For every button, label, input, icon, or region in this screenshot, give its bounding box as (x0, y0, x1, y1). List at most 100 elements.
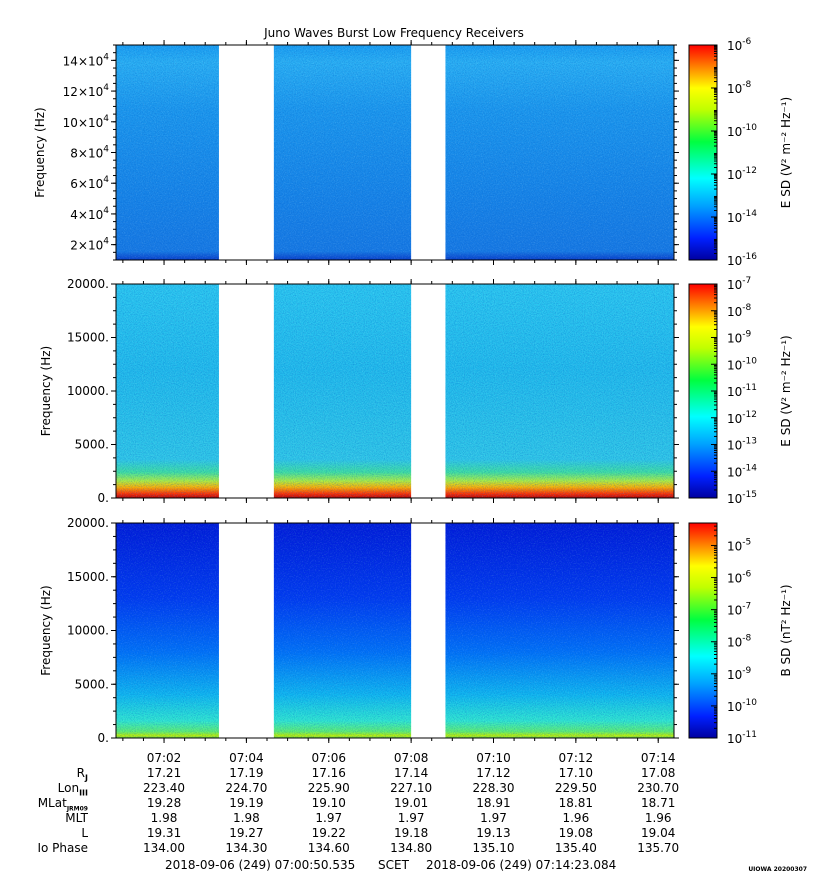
ephemeris-row: MLT 1.98 1.98 1.97 1.97 1.97 1.96 1.96 (0, 811, 815, 826)
y-tick-label: 15000. (67, 570, 109, 584)
spectrogram-texture-light (116, 523, 674, 738)
colorbar-tick-label: 10-13 (727, 437, 757, 453)
ephemeris-label-subscript: III (79, 788, 88, 798)
colorbar-tick-label: 10-9 (727, 330, 752, 346)
x-tick-label: 07:02 (147, 751, 182, 765)
ephemeris-value: 19.22 (311, 826, 346, 840)
ephemeris-row: L 19.31 19.27 19.22 19.18 19.13 19.08 19.04 (0, 826, 815, 841)
ephemeris-value: 19.28 (146, 796, 182, 810)
data-gap (218, 284, 274, 498)
ephemeris-label-subscript: J (85, 773, 88, 783)
colorbar-tick-label: 10-11 (727, 730, 757, 746)
chart-title: Juno Waves Burst Low Frequency Receivers (263, 26, 524, 40)
data-gap (218, 45, 274, 260)
ephemeris-row: LonIII 223.40 224.70 225.90 227.10 228.30 229.… (0, 781, 815, 798)
ephemeris-label-subscript: JRM09 (66, 805, 88, 813)
ephemeris-value: 17.10 (558, 766, 594, 780)
ephemeris-value: 17.21 (146, 766, 182, 780)
colorbar-tick-label: 10-8 (727, 80, 752, 96)
ephemeris-value: 17.08 (641, 766, 676, 780)
y-tick-label: 10×104 (63, 114, 110, 130)
spectrogram-e-high: 2×104 4×104 6×104 8×104 10×104 12×104 14×104 Fr… (33, 37, 793, 268)
colorbar-tick-label: 10-7 (727, 276, 751, 292)
ephemeris-value: 135.40 (554, 841, 597, 855)
data-gap (411, 523, 446, 738)
ephemeris-value: 19.31 (146, 826, 182, 840)
ephemeris-value: 19.04 (641, 826, 676, 840)
ephemeris-value: 1.98 (150, 811, 178, 825)
y-axis-label: Frequency (Hz) (39, 346, 53, 437)
ephemeris-value: 230.70 (637, 781, 680, 795)
ephemeris-value: 1.97 (315, 811, 343, 825)
colorbar-tick-label: 10-11 (727, 383, 757, 399)
colorbar-tick-label: 10-16 (727, 252, 757, 268)
ephemeris-row: MLatJRM09 19.28 19.19 19.10 19.01 18.91 18.81 1… (0, 796, 815, 812)
colorbar-tick-label: 10-10 (727, 356, 757, 372)
colorbar-label: E SD (V² m⁻² Hz⁻¹) (779, 335, 793, 446)
ephemeris-label: RJ (76, 766, 88, 783)
colorbar-tick-label: 10-8 (727, 303, 752, 319)
ephemeris-value: 224.70 (225, 781, 268, 795)
ephemeris-label: MLT (65, 811, 88, 825)
x-tick-label: 07:10 (476, 751, 511, 765)
spectrogram-b-low: 0. 5000. 10000. 15000. 20000. Frequency (Hz) 1… (39, 516, 793, 746)
x-tick-label: 07:12 (559, 751, 594, 765)
ephemeris-value: 17.14 (393, 766, 429, 780)
spectrogram-e-low: 0. 5000. 10000. 15000. 20000. Frequency (Hz) 1… (39, 276, 793, 506)
ephemeris-value: 19.10 (311, 796, 346, 810)
colorbar-tick-label: 10-12 (727, 166, 757, 182)
colorbar-tick-label: 10-9 (727, 666, 752, 682)
ephemeris-value: 134.00 (143, 841, 186, 855)
y-axis-label: Frequency (Hz) (33, 107, 47, 198)
ephemeris-value: 19.19 (229, 796, 264, 810)
time-axis: 07:02 07:04 07:06 07:08 07:10 07:12 07:14 (147, 751, 676, 765)
footer-scet-label: SCET (378, 858, 409, 872)
ephemeris-value: 225.90 (307, 781, 350, 795)
x-tick-label: 07:04 (229, 751, 264, 765)
y-tick-label: 14×104 (63, 52, 110, 68)
colorbar-tick-label: 10-10 (727, 123, 757, 139)
x-tick-label: 07:08 (394, 751, 429, 765)
processing-stamp: UIOWA 20200307 (748, 866, 807, 873)
y-tick-label: 15000. (67, 331, 109, 345)
y-tick-label: 0. (98, 491, 109, 505)
ephemeris-value: 223.40 (143, 781, 186, 795)
colorbar-tick-label: 10-10 (727, 698, 757, 714)
colorbar-label: B SD (nT² Hz⁻¹) (779, 584, 793, 676)
y-tick-label: 10000. (67, 624, 109, 638)
ephemeris-value: 19.27 (229, 826, 264, 840)
ephemeris-value: 1.96 (562, 811, 590, 825)
ephemeris-value: 135.10 (472, 841, 515, 855)
colorbar-tick-label: 10-12 (727, 410, 757, 426)
colorbar-tick-label: 10-15 (727, 490, 757, 506)
ephemeris-value: 17.12 (476, 766, 511, 780)
ephemeris-row: RJ 17.21 17.19 17.16 17.14 17.12 17.10 17.08 (0, 766, 815, 782)
data-gap (411, 284, 446, 498)
colorbar-tick-label: 10-7 (727, 602, 751, 618)
ephemeris-value: 229.50 (554, 781, 597, 795)
colorbar-tick-label: 10-5 (727, 537, 751, 553)
y-tick-label: 12×104 (63, 83, 110, 99)
ephemeris-value: 18.91 (476, 796, 511, 810)
spectrogram-panels: 2×104 4×104 6×104 8×104 10×104 12×104 14×104 Fr… (33, 37, 793, 746)
ephemeris-value: 18.71 (641, 796, 676, 810)
y-tick-label: 0. (98, 731, 109, 745)
colorbar-tick-label: 10-8 (727, 634, 752, 650)
ephemeris-label: MLatJRM09 (37, 796, 88, 813)
ephemeris-value: 1.96 (644, 811, 672, 825)
x-tick-label: 07:14 (641, 751, 676, 765)
ephemeris-row: Io Phase 134.00 134.30 134.60 134.80 135.10 13… (0, 841, 815, 856)
ephemeris-label: Io Phase (37, 841, 88, 855)
x-tick-label: 07:06 (311, 751, 346, 765)
ephemeris-value: 17.19 (229, 766, 264, 780)
ephemeris-value: 1.98 (233, 811, 260, 825)
spectrogram-texture-light (116, 284, 674, 498)
ephemeris-value: 19.13 (476, 826, 511, 840)
footer-start-time: 2018-09-06 (249) 07:00:50.535 (165, 858, 356, 872)
y-tick-label: 20000. (67, 277, 109, 291)
y-tick-label: 5000. (75, 438, 109, 452)
colorbar (688, 44, 718, 261)
ephemeris-value: 227.10 (390, 781, 433, 795)
data-gap (411, 45, 446, 260)
ephemeris-value: 134.60 (307, 841, 350, 855)
